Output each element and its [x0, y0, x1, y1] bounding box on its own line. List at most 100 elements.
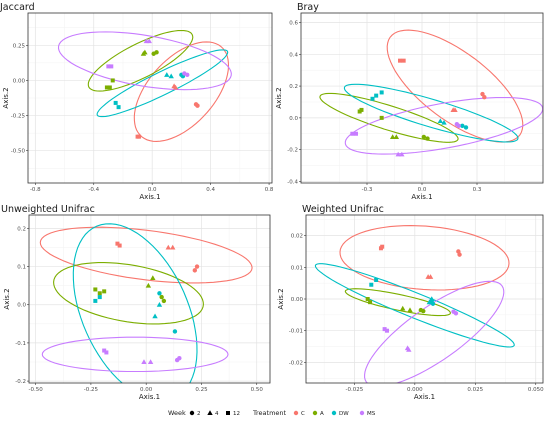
gridlines	[28, 13, 272, 183]
panel-border	[28, 214, 271, 384]
panel-title: Bray	[297, 2, 319, 13]
x-tick-label: -0.25	[84, 387, 99, 393]
y-tick-label: -0.4	[287, 179, 298, 185]
point-a-square	[104, 85, 109, 90]
point-a-circle	[159, 294, 164, 300]
point-dw-circle	[172, 329, 178, 334]
point-dw-triangle	[426, 299, 433, 305]
legend-treatment-label: MS	[367, 411, 376, 417]
y-tick-label: -0.01	[289, 329, 303, 335]
ellipse-ms	[364, 280, 505, 383]
y-tick-label: 0.0	[17, 303, 26, 309]
panel-title: Unweighted Unifrac	[1, 204, 95, 215]
point-dw-square	[374, 277, 379, 282]
legend-treatment-label: C	[301, 411, 305, 417]
panel-unweighted-unifrac: Unweighted Unifrac -0.50 -0.25 0.00 0.25 0.50…	[1, 204, 271, 401]
panel-title: Weighted Unifrac	[302, 204, 384, 215]
point-dw-square	[93, 298, 98, 303]
point-dw-triangle	[164, 72, 170, 77]
point-c-square	[398, 58, 402, 63]
panel-jaccard: Jaccard-0.8 -0.4 0.0 0.4 0.80.250.00-0.25-0.…	[0, 2, 274, 201]
point-a-square	[107, 85, 112, 90]
axes: -0.025 0.000 0.025 0.050 0.02 0.01 0.00 -0.01 -0…	[277, 234, 544, 401]
ellipses	[39, 223, 253, 383]
ellipse-c	[386, 29, 524, 143]
point-dw-square	[116, 105, 121, 110]
point-a-circle	[421, 308, 426, 314]
point-a-triangle	[150, 275, 156, 281]
panel-border	[27, 12, 273, 184]
point-c-circle	[194, 264, 200, 269]
ellipses	[319, 29, 543, 155]
data-points	[104, 38, 200, 139]
panel-weighted-unifrac: Weighted Unifrac -0.025 0.000 0.025 0.050 0.0…	[277, 204, 544, 401]
point-c-triangle	[170, 244, 176, 250]
legend-treatment-a-icon	[312, 410, 318, 416]
point-dw-circle	[460, 123, 465, 129]
data-points	[350, 58, 487, 157]
ellipse-c	[39, 226, 253, 284]
x-axis-label: Axis.1	[139, 193, 160, 201]
x-tick-label: -0.4	[88, 187, 99, 193]
point-a-square	[359, 107, 364, 112]
point-dw-triangle	[156, 302, 163, 307]
x-tick-label: 0.4	[206, 187, 215, 193]
x-tick-label: -0.025	[346, 387, 364, 393]
ellipse-a	[344, 288, 451, 317]
point-ms-square	[109, 64, 114, 69]
gridlines	[301, 13, 543, 183]
y-tick-label: -0.50	[11, 149, 26, 155]
point-a-square	[365, 297, 370, 301]
x-tick-label: 0.050	[528, 387, 544, 393]
point-a-triangle	[389, 134, 396, 139]
point-a-square	[368, 300, 373, 305]
panel-title: Jaccard	[0, 2, 35, 13]
gridlines	[306, 215, 543, 383]
x-tick-label: 0.25	[195, 387, 208, 393]
legend-treatment-c-icon	[293, 410, 299, 416]
point-ms-square	[104, 350, 109, 355]
point-c-square	[380, 244, 385, 249]
point-ms-triangle	[406, 347, 412, 352]
x-tick-label: 0.50	[251, 387, 264, 393]
legend-treatment-dw-icon	[331, 410, 337, 416]
point-dw-square	[374, 93, 379, 98]
y-tick-label: -0.2	[15, 379, 26, 385]
point-a-triangle	[145, 282, 152, 288]
x-tick-label: 0.000	[407, 387, 423, 393]
x-tick-label: -0.50	[29, 387, 44, 393]
point-c-circle	[195, 103, 200, 108]
point-a-circle	[425, 136, 430, 141]
y-tick-label: 0.25	[13, 43, 26, 49]
point-ms-square	[106, 64, 111, 69]
x-tick-label: 0.0	[148, 187, 157, 193]
point-dw-square	[370, 96, 375, 101]
point-ms-square	[350, 131, 355, 136]
point-dw-triangle	[152, 313, 158, 319]
point-dw-circle	[463, 125, 469, 130]
ellipse-dw	[96, 49, 229, 118]
point-ms-triangle	[147, 359, 154, 365]
point-c-square	[401, 58, 406, 63]
legend-week-triangle-icon	[207, 410, 213, 416]
y-axis-label: Axis.2	[2, 87, 10, 108]
point-ms-triangle	[399, 151, 405, 157]
panel-bray: Bray -0.3 0.0 0.3 0.6 0.4 0.2 0.0 -0.2 -0.4 Axis.1…	[275, 2, 544, 201]
axes: -0.3 0.0 0.3 0.6 0.4 0.2 0.0 -0.2 -0.4 Axis.1 Axis…	[275, 21, 482, 201]
axes: -0.8 -0.4 0.0 0.4 0.8 0.25 0.00 -0.25 -0.50 Axis.…	[2, 43, 274, 201]
y-tick-label: 0.0	[289, 116, 298, 122]
axes: -0.50 -0.25 0.00 0.25 0.50 0.2 0.1 0.0 -0.1 -0.2 A…	[3, 226, 263, 401]
x-axis-label: Axis.1	[411, 193, 432, 201]
y-tick-label: 0.6	[289, 21, 298, 27]
legend-week-label: 2	[197, 411, 201, 417]
point-c-triangle	[172, 84, 179, 90]
x-tick-label: -0.3	[362, 187, 373, 193]
point-dw-circle	[430, 301, 436, 306]
x-tick-label: -0.8	[30, 187, 41, 193]
legend-treatment-ms-icon	[359, 410, 365, 416]
point-dw-square	[379, 90, 384, 95]
data-points	[365, 244, 462, 352]
ellipse-ms	[57, 31, 232, 91]
ellipse-a	[87, 29, 194, 92]
